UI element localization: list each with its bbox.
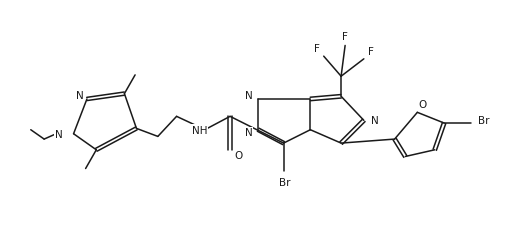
Text: N: N: [56, 129, 64, 139]
Text: N: N: [245, 91, 253, 101]
Text: O: O: [419, 100, 427, 110]
Text: NH: NH: [192, 125, 207, 135]
Text: F: F: [368, 47, 373, 57]
Text: N: N: [55, 129, 63, 139]
Text: Br: Br: [478, 116, 490, 126]
Text: N: N: [76, 91, 84, 101]
Text: F: F: [342, 32, 348, 42]
Text: N: N: [371, 116, 379, 126]
Text: Br: Br: [279, 177, 290, 187]
Text: N: N: [75, 89, 83, 99]
Text: F: F: [314, 44, 320, 54]
Text: O: O: [234, 151, 242, 160]
Text: N: N: [245, 128, 253, 138]
